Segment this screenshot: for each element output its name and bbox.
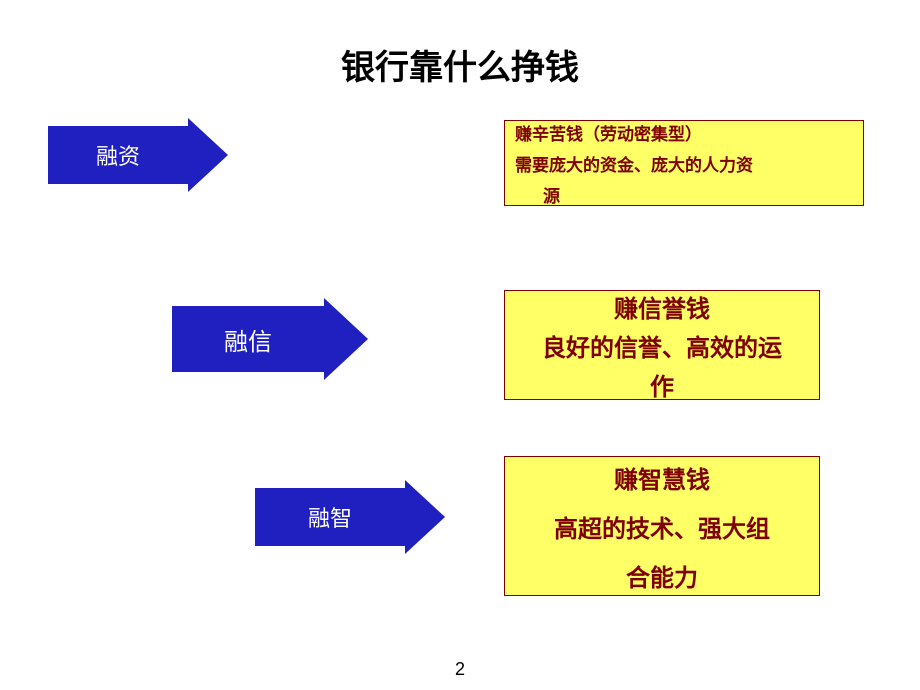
arrow-body-1: 融信 <box>172 306 324 372</box>
arrow-label-2: 融智 <box>308 501 352 533</box>
desc-box-2: 赚智慧钱高超的技术、强大组合能力 <box>504 456 820 596</box>
desc-line-2-0: 赚智慧钱 <box>614 460 710 495</box>
arrow-label-0: 融资 <box>96 139 140 171</box>
arrow-body-2: 融智 <box>255 488 405 546</box>
arrow-label-1: 融信 <box>224 322 272 357</box>
arrow-head-icon-2 <box>405 480 445 554</box>
arrow-head-icon-1 <box>324 298 368 380</box>
arrow-head-icon-0 <box>188 118 228 192</box>
desc-box-1: 赚信誉钱良好的信誉、高效的运作 <box>504 290 820 400</box>
page-number: 2 <box>0 659 920 680</box>
desc-line-0-1: 需要庞大的资金、庞大的人力资 <box>515 151 753 176</box>
desc-line-0-2: 源 <box>515 182 560 207</box>
arrow-body-0: 融资 <box>48 126 188 184</box>
desc-line-1-1: 良好的信誉、高效的运 <box>542 328 782 363</box>
slide-title: 银行靠什么挣钱 <box>0 40 920 89</box>
desc-line-2-1: 高超的技术、强大组 <box>554 509 770 544</box>
desc-line-1-0: 赚信誉钱 <box>614 289 710 324</box>
arrow-2: 融智 <box>255 480 445 554</box>
desc-line-2-2: 合能力 <box>626 558 698 593</box>
desc-box-0: 赚辛苦钱（劳动密集型） 需要庞大的资金、庞大的人力资源 <box>504 120 864 206</box>
desc-line-1-2: 作 <box>650 367 674 402</box>
arrow-0: 融资 <box>48 118 228 192</box>
desc-line-0-0: 赚辛苦钱（劳动密集型） <box>515 120 702 145</box>
arrow-1: 融信 <box>172 298 368 380</box>
